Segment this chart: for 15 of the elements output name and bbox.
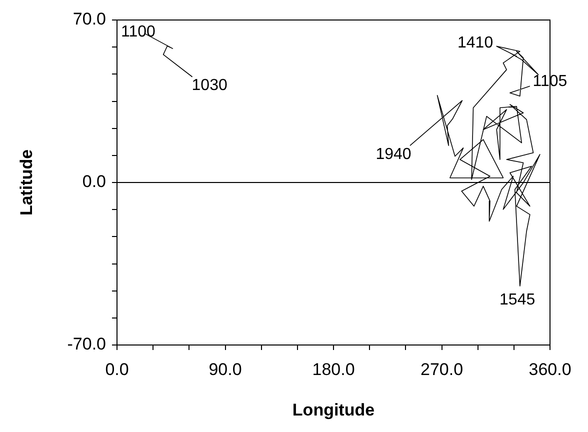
- annotation: 1410: [458, 34, 494, 52]
- annotation: 1940: [376, 146, 412, 164]
- y-tick-label: 0.0: [82, 172, 106, 192]
- x-tick-label: 90.0: [208, 360, 242, 379]
- annotation: 1545: [500, 291, 536, 308]
- x-tick-label: 0.0: [105, 360, 129, 379]
- y-tick-label: -70.0: [67, 334, 106, 354]
- annotation: 1100: [121, 23, 156, 40]
- x-tick-label: 180.0: [312, 360, 355, 379]
- x-tick-label: 360.0: [528, 360, 572, 379]
- annotation: 1030: [192, 76, 228, 94]
- y-axis-title: Latitude: [16, 149, 36, 216]
- y-tick-label: 70.0: [72, 10, 106, 29]
- x-tick-label: 270.0: [420, 360, 464, 379]
- x-axis-title: Longitude: [292, 400, 375, 420]
